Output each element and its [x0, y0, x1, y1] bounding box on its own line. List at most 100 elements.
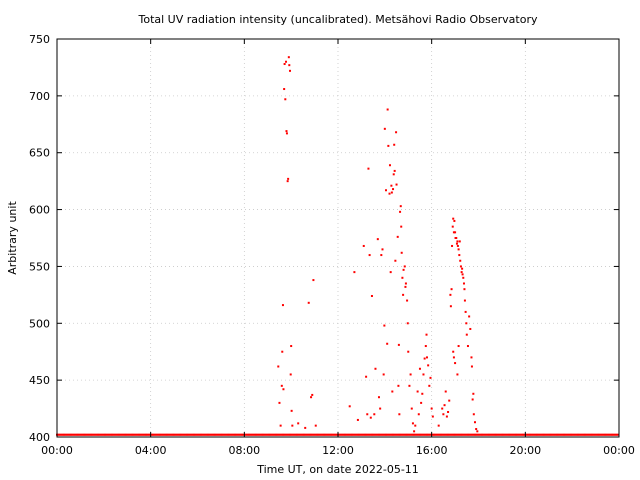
data-point [456, 433, 459, 436]
data-point [554, 433, 557, 436]
data-point [228, 433, 231, 436]
data-point [173, 433, 176, 436]
data-point [318, 433, 321, 436]
data-point [537, 433, 540, 436]
data-point [479, 433, 482, 436]
data-point [486, 433, 489, 436]
data-point [607, 433, 610, 436]
data-point [286, 180, 289, 183]
data-point [605, 433, 608, 436]
data-point [260, 433, 263, 436]
data-point [602, 433, 605, 436]
data-point [122, 433, 125, 436]
data-point [402, 268, 405, 271]
data-point [61, 433, 64, 436]
data-point [551, 433, 554, 436]
data-point [579, 433, 582, 436]
x-tick-label: 08:00 [228, 444, 260, 457]
data-point [307, 301, 310, 304]
data-point [427, 364, 430, 367]
data-point [189, 433, 192, 436]
data-point [287, 56, 290, 59]
data-point [447, 433, 450, 436]
data-point [518, 433, 521, 436]
data-point [433, 433, 436, 436]
data-point [414, 433, 417, 436]
data-point [112, 433, 115, 436]
data-point [352, 433, 355, 436]
data-point [575, 433, 578, 436]
data-point [223, 433, 226, 436]
data-point [127, 433, 130, 436]
data-point [457, 248, 460, 251]
data-point [231, 433, 234, 436]
data-point [462, 282, 465, 285]
data-point [354, 433, 357, 436]
data-point [333, 433, 336, 436]
data-point [592, 433, 595, 436]
data-point [141, 433, 144, 436]
data-point [212, 433, 215, 436]
data-point [407, 350, 410, 353]
data-point [225, 433, 228, 436]
data-point [226, 433, 229, 436]
data-point [262, 433, 265, 436]
data-point [422, 433, 425, 436]
data-point [291, 433, 294, 436]
data-point [593, 433, 596, 436]
data-point [465, 333, 468, 336]
data-point [125, 433, 128, 436]
data-point [113, 433, 116, 436]
data-point [367, 433, 370, 436]
data-point [411, 422, 414, 425]
data-point [95, 433, 98, 436]
data-point [258, 433, 261, 436]
data-point [133, 433, 136, 436]
data-point [236, 433, 239, 436]
data-point [91, 433, 94, 436]
data-point [285, 130, 288, 133]
data-point [239, 433, 242, 436]
data-point [585, 433, 588, 436]
data-point [473, 433, 476, 436]
data-point [469, 327, 472, 330]
data-point [406, 299, 409, 302]
data-point [558, 433, 561, 436]
data-point [324, 433, 327, 436]
data-point [326, 433, 329, 436]
data-point [468, 315, 471, 318]
data-point [413, 433, 416, 436]
data-point [394, 433, 397, 436]
data-point [396, 235, 399, 238]
data-point [422, 373, 425, 376]
data-point [497, 433, 500, 436]
data-point [329, 433, 332, 436]
data-point [465, 433, 468, 436]
data-point [147, 433, 150, 436]
data-point [472, 413, 475, 416]
data-point [595, 433, 598, 436]
data-point [578, 433, 581, 436]
data-point [493, 433, 496, 436]
data-point [209, 433, 212, 436]
data-point [512, 433, 515, 436]
data-point [449, 293, 452, 296]
data-point [425, 356, 428, 359]
data-point [175, 433, 178, 436]
data-point [473, 421, 476, 424]
data-point [246, 433, 249, 436]
data-point [379, 433, 382, 436]
data-point [430, 407, 433, 410]
data-point [616, 433, 619, 436]
data-point [609, 433, 612, 436]
data-point [197, 433, 200, 436]
data-point [471, 398, 474, 401]
data-point [437, 433, 440, 436]
data-point [356, 433, 359, 436]
data-point [311, 393, 314, 396]
data-point [425, 333, 428, 336]
data-point [96, 433, 99, 436]
data-point [491, 433, 494, 436]
data-point [283, 88, 286, 91]
data-point [548, 433, 551, 436]
